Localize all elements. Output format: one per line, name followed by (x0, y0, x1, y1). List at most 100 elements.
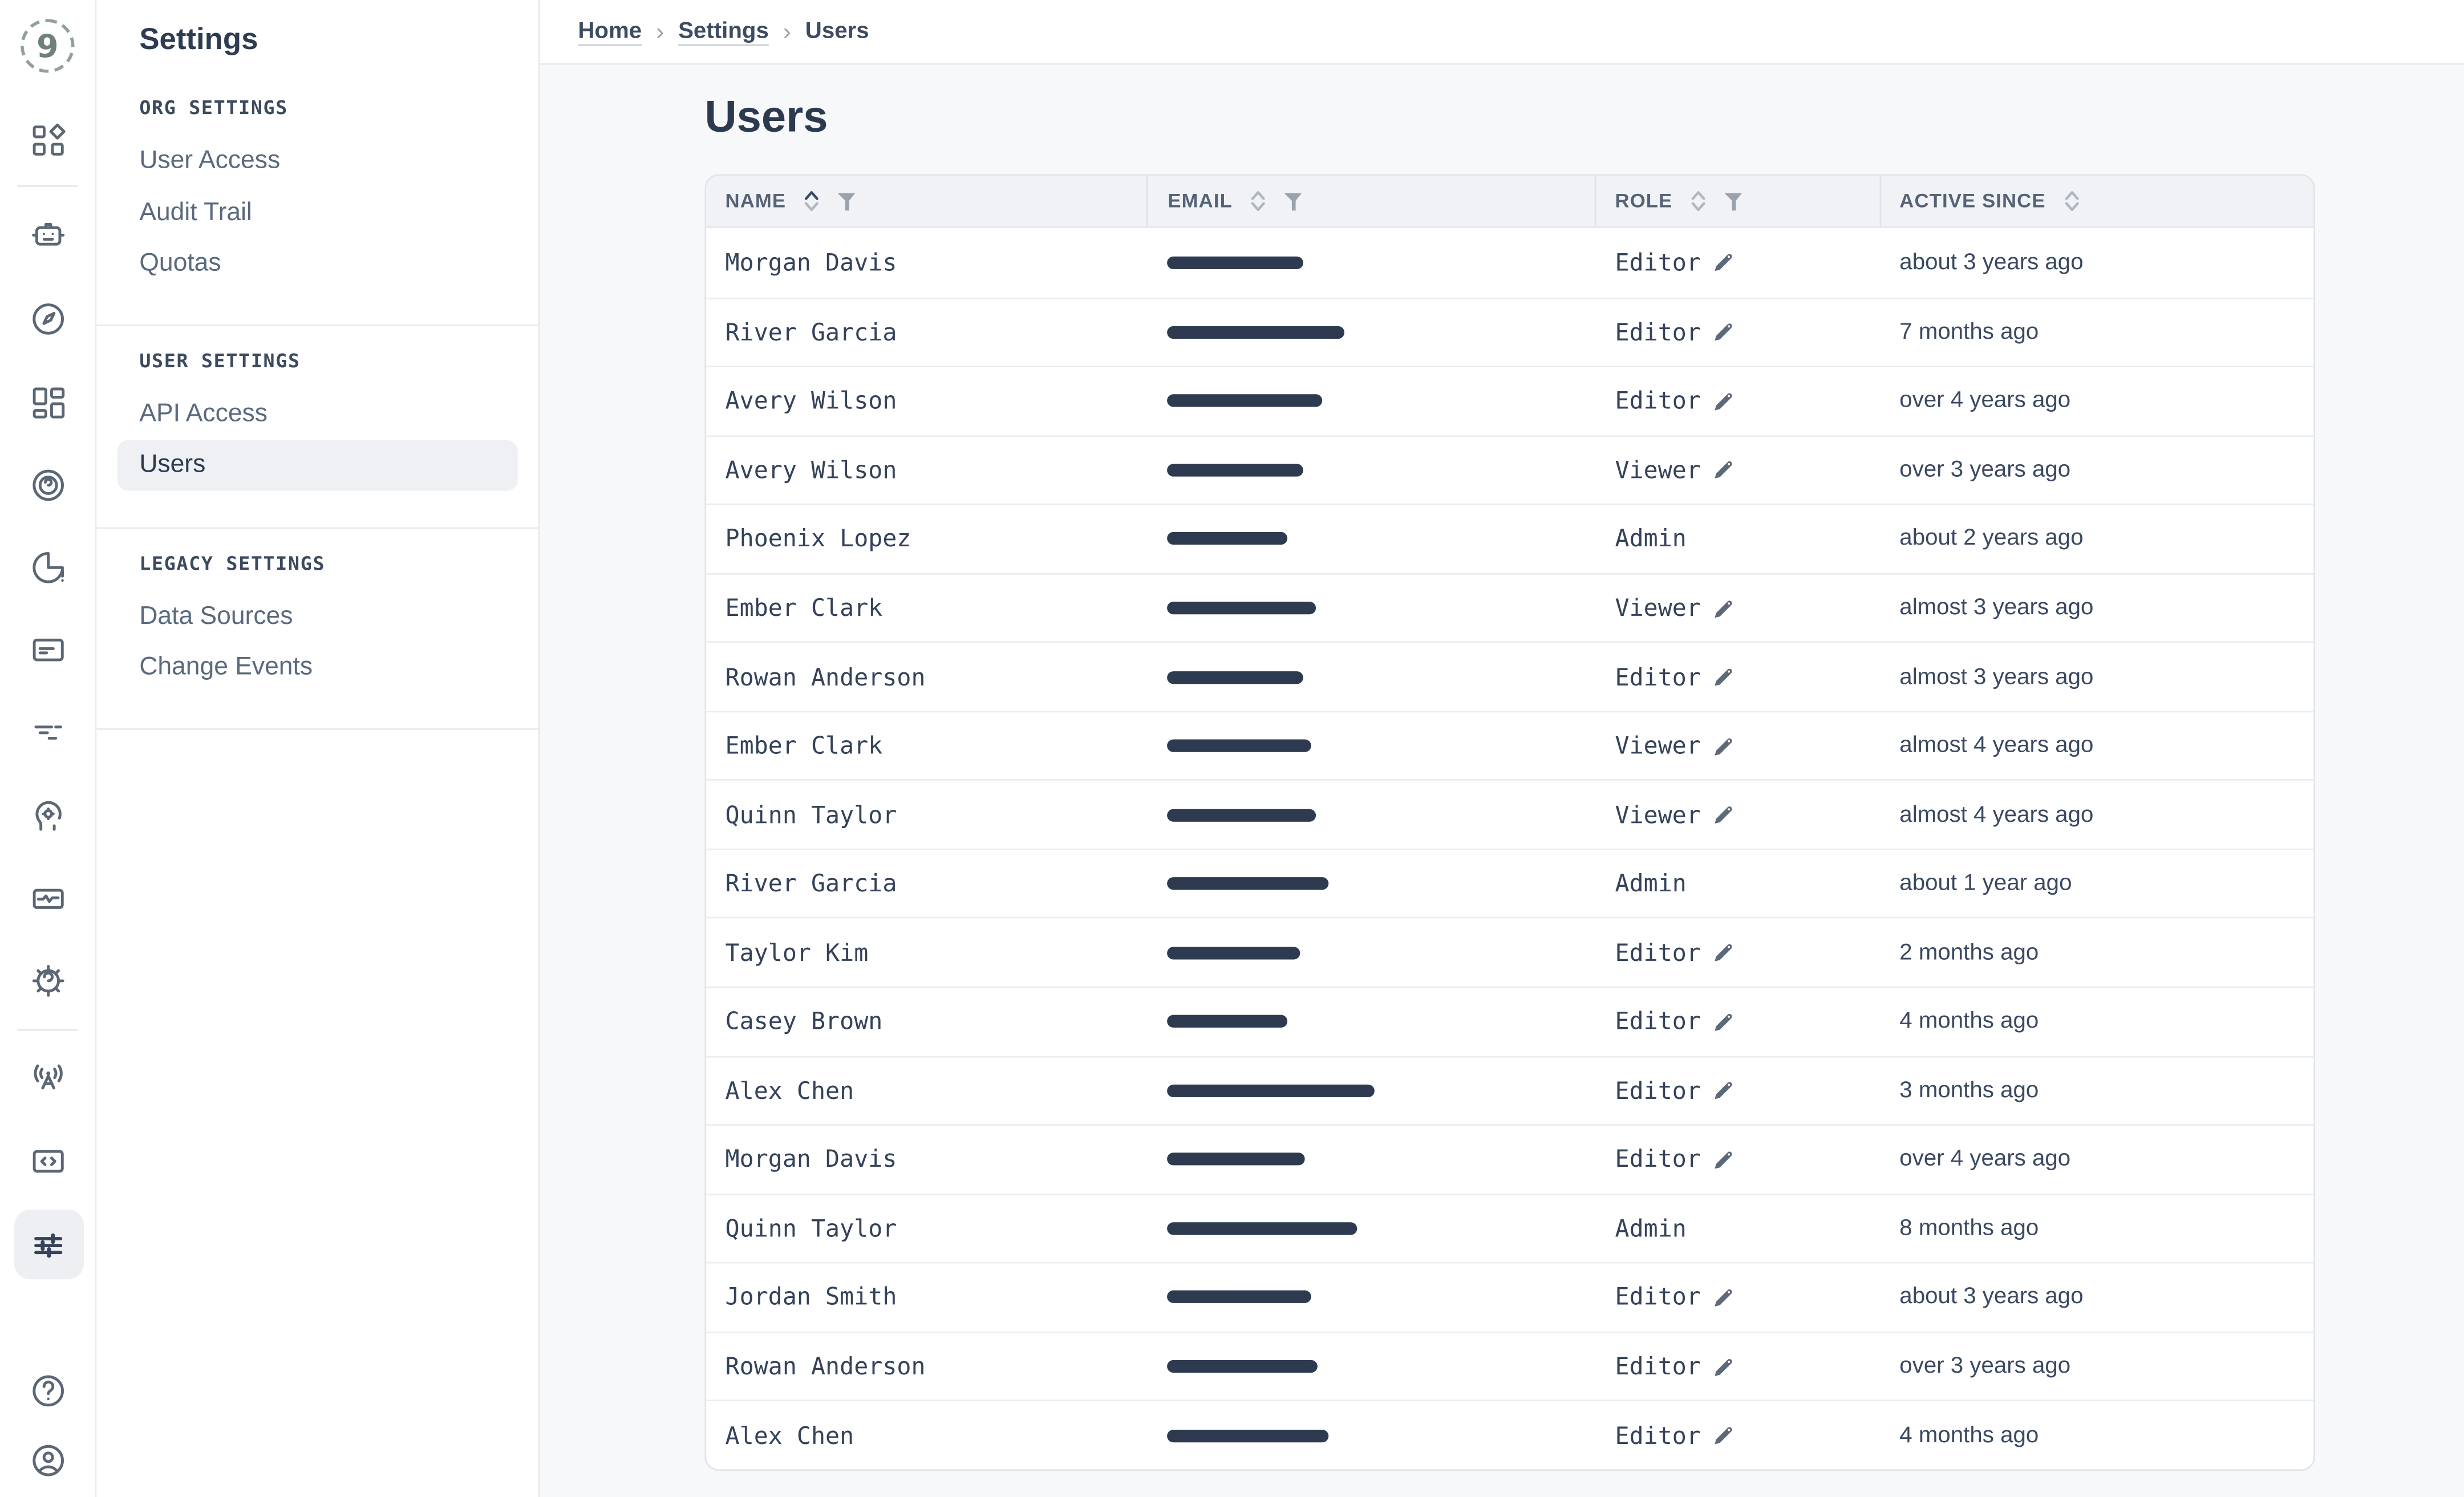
layout-dashboard-icon[interactable] (14, 367, 83, 437)
compass-icon[interactable] (14, 283, 83, 353)
sidebar-item-users[interactable]: Users (117, 440, 518, 491)
table-row: Avery Wilson Viewer over 3 years ago (706, 435, 2314, 504)
user-name: Ember Clark (725, 731, 883, 760)
sidebar-item-change-events[interactable]: Change Events (139, 654, 313, 681)
user-name: Alex Chen (725, 1076, 854, 1105)
cell-active-since: almost 3 years ago (1881, 643, 2313, 711)
cell-role: Viewer (1596, 574, 1881, 642)
cell-role: Editor (1596, 1333, 1881, 1400)
code-screen-icon[interactable] (14, 1126, 83, 1195)
table-row: Rowan Anderson Editor almost 3 years ago (706, 642, 2314, 711)
edit-role-pencil-icon[interactable] (1713, 460, 1734, 480)
grid-diamond-icon[interactable] (14, 104, 83, 174)
edit-role-pencil-icon[interactable] (1713, 1425, 1734, 1446)
sidebar-item-audit-trail[interactable]: Audit Trail (139, 199, 252, 227)
edit-role-pencil-icon[interactable] (1713, 391, 1734, 411)
email-redaction-bar (1168, 946, 1301, 959)
settings-sidebar: Settings ORG SETTINGS User Access Audit … (96, 0, 540, 1497)
nine-logo-icon[interactable]: 9 (21, 19, 75, 73)
cell-name: Morgan Davis (706, 1126, 1149, 1193)
edit-role-pencil-icon[interactable] (1713, 736, 1734, 756)
screen-wave-icon[interactable] (14, 863, 83, 932)
cell-name: Alex Chen (706, 1402, 1149, 1469)
role-label: Editor (1615, 387, 1701, 416)
active-since-label: over 4 years ago (1899, 388, 2071, 414)
head-gear-icon[interactable] (14, 781, 83, 850)
edit-role-pencil-icon[interactable] (1713, 322, 1734, 342)
edit-role-pencil-icon[interactable] (1713, 598, 1734, 618)
sort-chevrons-icon[interactable] (1692, 190, 1706, 212)
breadcrumb-settings[interactable]: Settings (678, 19, 769, 44)
role-label: Admin (1615, 525, 1687, 554)
sidebar-item-user-access[interactable]: User Access (139, 147, 281, 175)
column-header-role[interactable]: ROLE (1596, 176, 1881, 227)
filter-funnel-icon[interactable] (1283, 191, 1304, 212)
table-row: Taylor Kim Editor 2 months ago (706, 917, 2314, 987)
robot-icon[interactable] (14, 200, 83, 269)
pie-alert-icon[interactable] (14, 532, 83, 602)
help-icon[interactable] (14, 1356, 83, 1425)
cell-email (1149, 367, 1596, 435)
user-name: Rowan Anderson (725, 663, 926, 691)
edit-role-pencil-icon[interactable] (1713, 1356, 1734, 1377)
email-redaction-bar (1168, 1429, 1330, 1442)
table-row: Ember Clark Viewer almost 3 years ago (706, 573, 2314, 642)
role-label: Editor (1615, 1007, 1701, 1036)
role-label: Editor (1615, 318, 1701, 347)
cell-active-since: over 4 years ago (1881, 367, 2313, 435)
cell-name: Quinn Taylor (706, 781, 1149, 849)
edit-role-pencil-icon[interactable] (1713, 1149, 1734, 1170)
sidebar-item-api-access[interactable]: API Access (139, 400, 268, 428)
table-row: River Garcia Admin about 1 year ago (706, 848, 2314, 918)
column-header-active-since[interactable]: ACTIVE SINCE (1881, 176, 2313, 226)
target-rings-icon[interactable] (14, 449, 83, 519)
sidebar-item-data-sources[interactable]: Data Sources (139, 603, 293, 630)
sidebar-divider (96, 324, 538, 326)
sidebar-item-quotas[interactable]: Quotas (139, 250, 221, 277)
cell-active-since: over 4 years ago (1881, 1126, 2313, 1193)
trace-dashes-icon[interactable] (14, 697, 83, 766)
cell-role: Viewer (1596, 712, 1881, 780)
settings-sliders-icon[interactable] (13, 1210, 83, 1280)
edit-role-pencil-icon[interactable] (1713, 252, 1734, 273)
edit-role-pencil-icon[interactable] (1713, 1287, 1734, 1308)
email-redaction-bar (1168, 739, 1312, 753)
user-profile-icon[interactable] (14, 1425, 83, 1495)
edit-role-pencil-icon[interactable] (1713, 943, 1734, 963)
cell-name: Avery Wilson (706, 436, 1149, 504)
sort-chevrons-icon[interactable] (2065, 190, 2079, 212)
sort-chevrons-icon[interactable] (805, 190, 819, 212)
column-header-name[interactable]: NAME (706, 176, 1149, 227)
filter-funnel-icon[interactable] (837, 191, 857, 212)
role-label: Editor (1615, 1421, 1701, 1450)
cell-email (1149, 1402, 1596, 1469)
sidebar-divider (96, 728, 538, 730)
cell-role: Editor (1596, 643, 1881, 711)
role-label: Admin (1615, 869, 1687, 898)
active-since-label: 4 months ago (1899, 1422, 2039, 1449)
breadcrumb-separator-icon: › (656, 18, 664, 46)
role-label: Viewer (1615, 594, 1701, 623)
column-header-email[interactable]: EMAIL (1149, 176, 1596, 227)
edit-role-pencil-icon[interactable] (1713, 1080, 1734, 1101)
gear-swirl-icon[interactable] (14, 945, 83, 1015)
cell-active-since: almost 4 years ago (1881, 781, 2313, 849)
section-header-legacy-settings: LEGACY SETTINGS (139, 552, 326, 575)
email-redaction-bar (1168, 1360, 1319, 1373)
edit-role-pencil-icon[interactable] (1713, 667, 1734, 687)
cell-name: River Garcia (706, 298, 1149, 366)
edit-role-pencil-icon[interactable] (1713, 805, 1734, 825)
cell-role: Editor (1596, 298, 1881, 366)
radio-tower-icon[interactable] (14, 1044, 83, 1113)
sort-chevrons-icon[interactable] (1251, 190, 1266, 212)
role-label: Editor (1615, 1145, 1701, 1174)
edit-role-pencil-icon[interactable] (1713, 1011, 1734, 1032)
cell-active-since: about 3 years ago (1881, 228, 2313, 297)
filter-funnel-icon[interactable] (1723, 191, 1744, 212)
note-card-icon[interactable] (14, 614, 83, 684)
breadcrumb-users-current: Users (805, 19, 869, 44)
email-redaction-bar (1168, 877, 1330, 890)
breadcrumb-home[interactable]: Home (578, 19, 642, 44)
email-redaction-bar (1168, 1222, 1358, 1235)
cell-role: Editor (1596, 367, 1881, 435)
